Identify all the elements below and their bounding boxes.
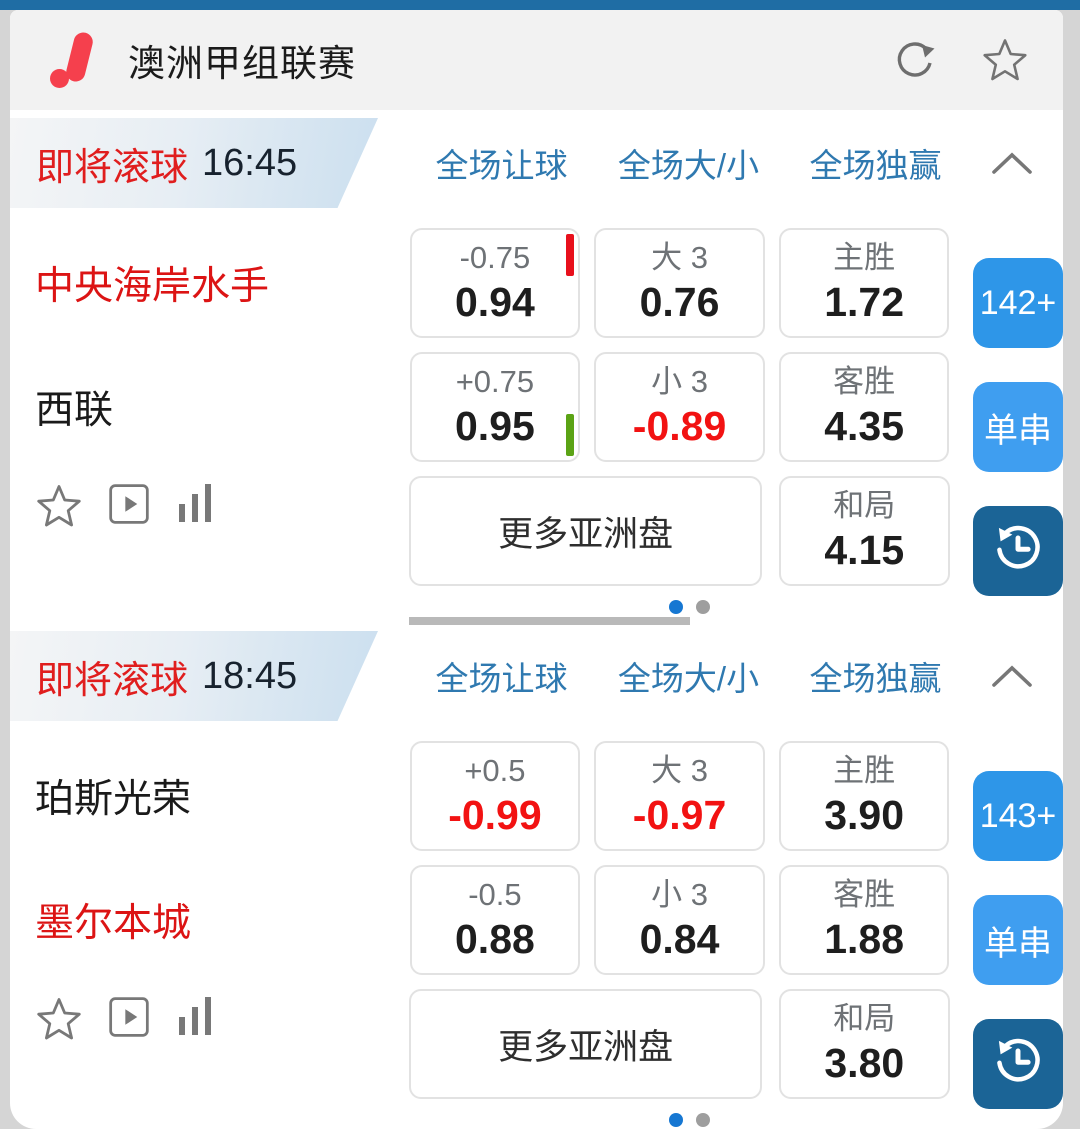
match-status-label: 即将滚球 [36, 659, 189, 702]
away-team-row: 西联 +0.75 0.95 小 3 -0.89 客胜 4.35 单串 [10, 352, 1063, 472]
league-app-logo-icon [40, 29, 104, 91]
home-team-row: 珀斯光荣 +0.5 -0.99 大 3 -0.97 主胜 3.90 143+ [10, 741, 1063, 861]
tab-full-moneyline[interactable]: 全场独赢 [809, 660, 942, 697]
inactive-page-dot [695, 1113, 710, 1127]
favorite-star-icon[interactable] [981, 36, 1029, 84]
odds-cell-home-win[interactable]: 主胜 3.90 [778, 741, 950, 851]
single-parlay-badge[interactable]: 单串 [973, 895, 1063, 985]
odds-history-button[interactable] [973, 1019, 1063, 1109]
tab-full-over-under[interactable]: 全场大/小 [617, 660, 760, 697]
odds-history-button[interactable] [973, 506, 1063, 596]
match-section-header: 即将滚球 16:45 全场让球 全场大/小 全场独赢 [10, 118, 1063, 208]
match-time: 16:45 [202, 141, 298, 184]
status-bar [0, 0, 1080, 10]
active-page-dot [668, 1113, 683, 1127]
odds-cell-handicap-away[interactable]: +0.75 0.95 [409, 352, 581, 462]
more-asian-handicap-button[interactable]: 更多亚洲盘 [409, 989, 763, 1099]
active-page-dot [668, 600, 683, 614]
history-clock-icon [991, 520, 1045, 583]
match-actions-row: 更多亚洲盘 和局 3.80 [10, 989, 1063, 1109]
odds-cell-under[interactable]: 小 3 0.84 [594, 865, 765, 975]
refresh-icon[interactable] [891, 36, 939, 84]
odds-cell-handicap-away[interactable]: -0.5 0.88 [409, 865, 581, 975]
chevron-up-icon[interactable] [983, 143, 1041, 183]
favorite-match-star-icon[interactable] [35, 482, 83, 540]
pagination-dots [415, 1113, 963, 1127]
away-team-row: 墨尔本城 -0.5 0.88 小 3 0.84 客胜 1.88 单串 [10, 865, 1063, 985]
more-asian-handicap-button[interactable]: 更多亚洲盘 [409, 476, 763, 586]
tab-full-moneyline[interactable]: 全场独赢 [809, 147, 942, 184]
match-status-label: 即将滚球 [36, 146, 189, 189]
tab-full-over-under[interactable]: 全场大/小 [617, 147, 760, 184]
match-card: 珀斯光荣 +0.5 -0.99 大 3 -0.97 主胜 3.90 143+ 墨… [10, 721, 1063, 1129]
play-video-icon[interactable] [107, 482, 151, 536]
horizontal-scrollbar-thumb[interactable] [409, 617, 690, 625]
more-markets-count-badge[interactable]: 142+ [973, 258, 1063, 348]
app-container: 澳洲甲组联赛 即将滚球 16:45 全场让球 全场大/小 全场独赢 [10, 10, 1063, 1129]
odds-cell-over[interactable]: 大 3 -0.97 [594, 741, 765, 851]
single-parlay-badge[interactable]: 单串 [973, 382, 1063, 472]
home-team-row: 中央海岸水手 -0.75 0.94 大 3 0.76 主胜 1.72 142+ [10, 228, 1063, 348]
tab-full-handicap[interactable]: 全场让球 [435, 147, 568, 184]
match-status-banner: 即将滚球 18:45 [10, 631, 378, 721]
more-markets-count-badge[interactable]: 143+ [973, 771, 1063, 861]
header: 澳洲甲组联赛 [10, 10, 1063, 110]
play-video-icon[interactable] [107, 995, 151, 1049]
pagination-dots [415, 600, 963, 614]
odds-cell-over[interactable]: 大 3 0.76 [594, 228, 765, 338]
match-time: 18:45 [202, 654, 298, 697]
inactive-page-dot [695, 600, 710, 614]
team-name-away[interactable]: 墨尔本城 [35, 902, 192, 945]
chevron-up-icon[interactable] [983, 656, 1041, 696]
team-name-away[interactable]: 西联 [35, 389, 114, 432]
odds-cell-under[interactable]: 小 3 -0.89 [594, 352, 765, 462]
history-clock-icon [991, 1033, 1045, 1096]
odds-cell-away-win[interactable]: 客胜 1.88 [778, 865, 950, 975]
odds-cell-handicap-home[interactable]: +0.5 -0.99 [409, 741, 581, 851]
odds-down-tick [566, 414, 575, 456]
favorite-match-star-icon[interactable] [35, 995, 83, 1053]
tab-full-handicap[interactable]: 全场让球 [435, 660, 568, 697]
odds-cell-away-win[interactable]: 客胜 4.35 [778, 352, 950, 462]
team-name-home[interactable]: 中央海岸水手 [35, 265, 270, 308]
match-actions-row: 更多亚洲盘 和局 4.15 [10, 476, 1063, 596]
stats-bars-icon[interactable] [175, 482, 215, 536]
odds-cell-draw[interactable]: 和局 4.15 [779, 476, 950, 586]
page-title: 澳洲甲组联赛 [128, 43, 356, 84]
odds-cell-home-win[interactable]: 主胜 1.72 [778, 228, 950, 338]
odds-cell-draw[interactable]: 和局 3.80 [779, 989, 950, 1099]
match-section-header: 即将滚球 18:45 全场让球 全场大/小 全场独赢 [10, 631, 1063, 721]
stats-bars-icon[interactable] [175, 995, 215, 1049]
odds-up-tick [566, 234, 575, 276]
match-status-banner: 即将滚球 16:45 [10, 118, 378, 208]
odds-cell-handicap-home[interactable]: -0.75 0.94 [409, 228, 581, 338]
match-card: 中央海岸水手 -0.75 0.94 大 3 0.76 主胜 1.72 142+ … [10, 208, 1063, 625]
team-name-home[interactable]: 珀斯光荣 [35, 778, 192, 821]
